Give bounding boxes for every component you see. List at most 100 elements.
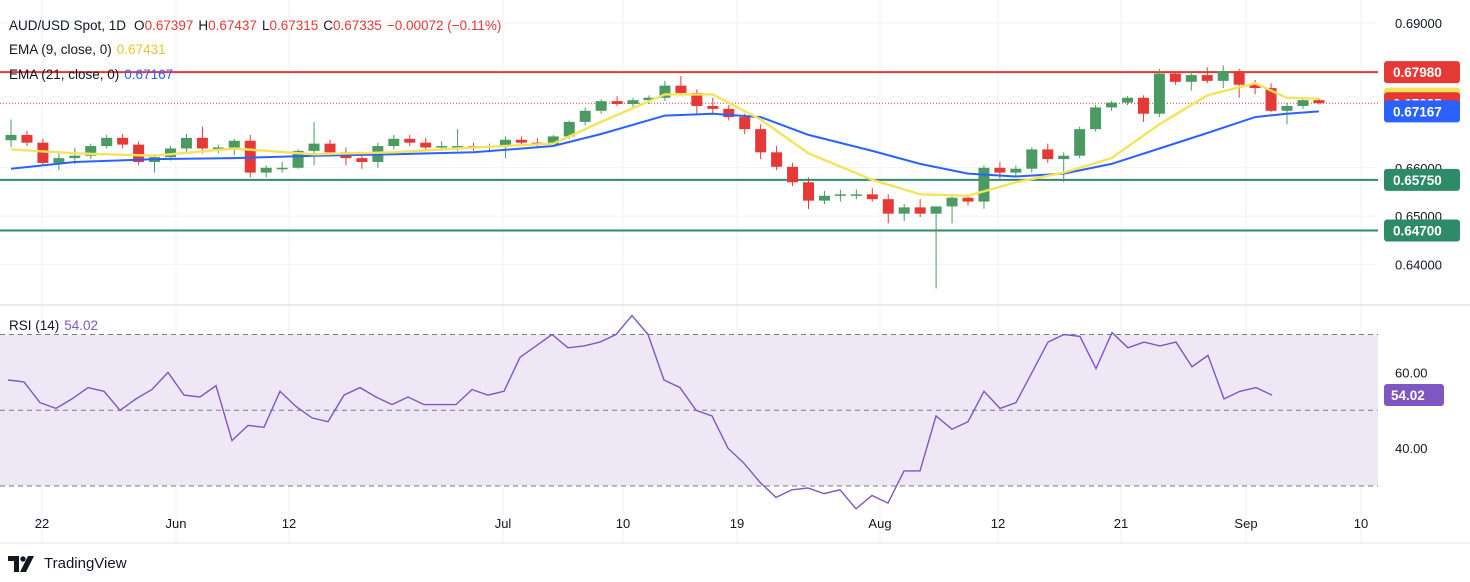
candle[interactable]	[1074, 126, 1086, 159]
candle[interactable]	[308, 121, 320, 166]
candle[interactable]	[1265, 83, 1277, 113]
candle[interactable]	[1201, 67, 1213, 84]
candle-body	[404, 138, 416, 143]
rsi-tick-label: 40.00	[1395, 441, 1428, 456]
candle[interactable]	[180, 133, 192, 153]
candle[interactable]	[1106, 101, 1118, 111]
time-tick-label: Aug	[868, 516, 891, 531]
svg-text:EMA (9, close, 0)0.67431: EMA (9, close, 0) 0.67431	[9, 42, 166, 57]
candle-body	[818, 195, 830, 201]
candle[interactable]	[260, 165, 272, 178]
candle[interactable]	[1297, 97, 1309, 109]
candle[interactable]	[707, 97, 719, 115]
candle-body	[1169, 73, 1181, 82]
candle[interactable]	[276, 161, 288, 173]
candle-body	[276, 167, 288, 170]
candle[interactable]	[340, 147, 352, 166]
candle[interactable]	[388, 134, 400, 150]
close-value: 0.67335	[333, 18, 382, 33]
candle-body	[803, 182, 814, 201]
candle[interactable]	[1010, 165, 1022, 178]
candle-body	[101, 137, 113, 147]
candle[interactable]	[739, 113, 751, 134]
rsi-axis[interactable]: 60.00 40.00 54.02	[1384, 365, 1444, 456]
candle[interactable]	[53, 152, 65, 171]
candle-body	[1233, 71, 1245, 85]
candle[interactable]	[228, 138, 240, 156]
candle[interactable]	[101, 134, 113, 149]
level-lines	[0, 71, 1378, 232]
candle[interactable]	[1042, 143, 1054, 163]
candle[interactable]	[930, 206, 942, 289]
candle[interactable]	[1026, 147, 1038, 173]
tradingview-logo[interactable]: TradingView	[8, 555, 127, 572]
candle[interactable]	[5, 119, 17, 148]
price-tag-bg	[1384, 168, 1460, 191]
candle[interactable]	[834, 189, 846, 202]
candle[interactable]	[818, 190, 830, 204]
candle[interactable]	[595, 99, 607, 114]
candle[interactable]	[898, 204, 910, 221]
candle[interactable]	[787, 162, 799, 187]
candle[interactable]	[499, 136, 511, 159]
candle[interactable]	[1137, 95, 1149, 122]
candle[interactable]	[515, 136, 527, 145]
candle[interactable]	[978, 165, 990, 209]
candle[interactable]	[579, 107, 591, 126]
candle[interactable]	[1058, 152, 1070, 183]
candle[interactable]	[1090, 105, 1102, 132]
candle[interactable]	[850, 189, 862, 200]
time-tick-label: 22	[35, 516, 49, 531]
ema21-legend-label: EMA (21, close, 0)	[9, 67, 119, 82]
candle[interactable]	[196, 126, 208, 154]
price-labels: 0.679800.674310.673350.671670.657500.647…	[1384, 61, 1460, 242]
candle[interactable]	[803, 177, 814, 209]
candle[interactable]	[149, 154, 161, 173]
price-tick-label: 0.69000	[1395, 16, 1442, 31]
candle[interactable]	[1249, 79, 1261, 95]
candle-body	[691, 92, 703, 106]
candle-body	[675, 85, 687, 93]
rsi-value-tag-label: 54.02	[1391, 388, 1425, 403]
candle[interactable]	[946, 194, 958, 224]
candle[interactable]	[404, 134, 416, 147]
candle-body	[260, 167, 272, 173]
candle[interactable]	[117, 133, 129, 149]
chart-container[interactable]: 0.69000 0.66000 0.65000 0.64000 0.67980 0.67…	[0, 0, 1470, 545]
candle[interactable]	[882, 194, 894, 224]
candle[interactable]	[133, 141, 145, 166]
ema21-line	[10, 110, 1319, 178]
candle[interactable]	[755, 124, 767, 160]
candle[interactable]	[1122, 96, 1133, 105]
candle[interactable]	[627, 97, 639, 108]
candle-body	[755, 129, 767, 153]
candle[interactable]	[356, 154, 368, 169]
candle[interactable]	[914, 199, 926, 218]
candle[interactable]	[659, 80, 671, 102]
candle[interactable]	[1153, 68, 1165, 118]
price-tag-label: 0.65750	[1393, 173, 1442, 188]
candle[interactable]	[675, 76, 687, 95]
price-tag-label: 0.64700	[1393, 224, 1442, 239]
candle[interactable]	[1217, 65, 1229, 89]
time-axis[interactable]: 22 Jun 12 Jul 10 19 Aug 12 21 Sep 10	[35, 516, 1368, 531]
candle-body	[1010, 168, 1022, 173]
candle[interactable]	[244, 134, 256, 178]
candle[interactable]	[1169, 71, 1181, 85]
candle[interactable]	[85, 143, 97, 160]
candle[interactable]	[1313, 98, 1325, 105]
candle-body	[5, 134, 17, 141]
candle[interactable]	[771, 146, 783, 171]
candle[interactable]	[611, 96, 623, 106]
candle[interactable]	[21, 131, 33, 147]
candle[interactable]	[866, 188, 878, 202]
time-tick-label: 12	[282, 516, 296, 531]
candle-body	[659, 85, 671, 98]
candle[interactable]	[420, 137, 432, 151]
candle[interactable]	[723, 105, 735, 121]
candle[interactable]	[1185, 71, 1197, 91]
candle[interactable]	[643, 95, 655, 105]
candle[interactable]	[1233, 68, 1245, 98]
candle[interactable]	[691, 89, 703, 114]
